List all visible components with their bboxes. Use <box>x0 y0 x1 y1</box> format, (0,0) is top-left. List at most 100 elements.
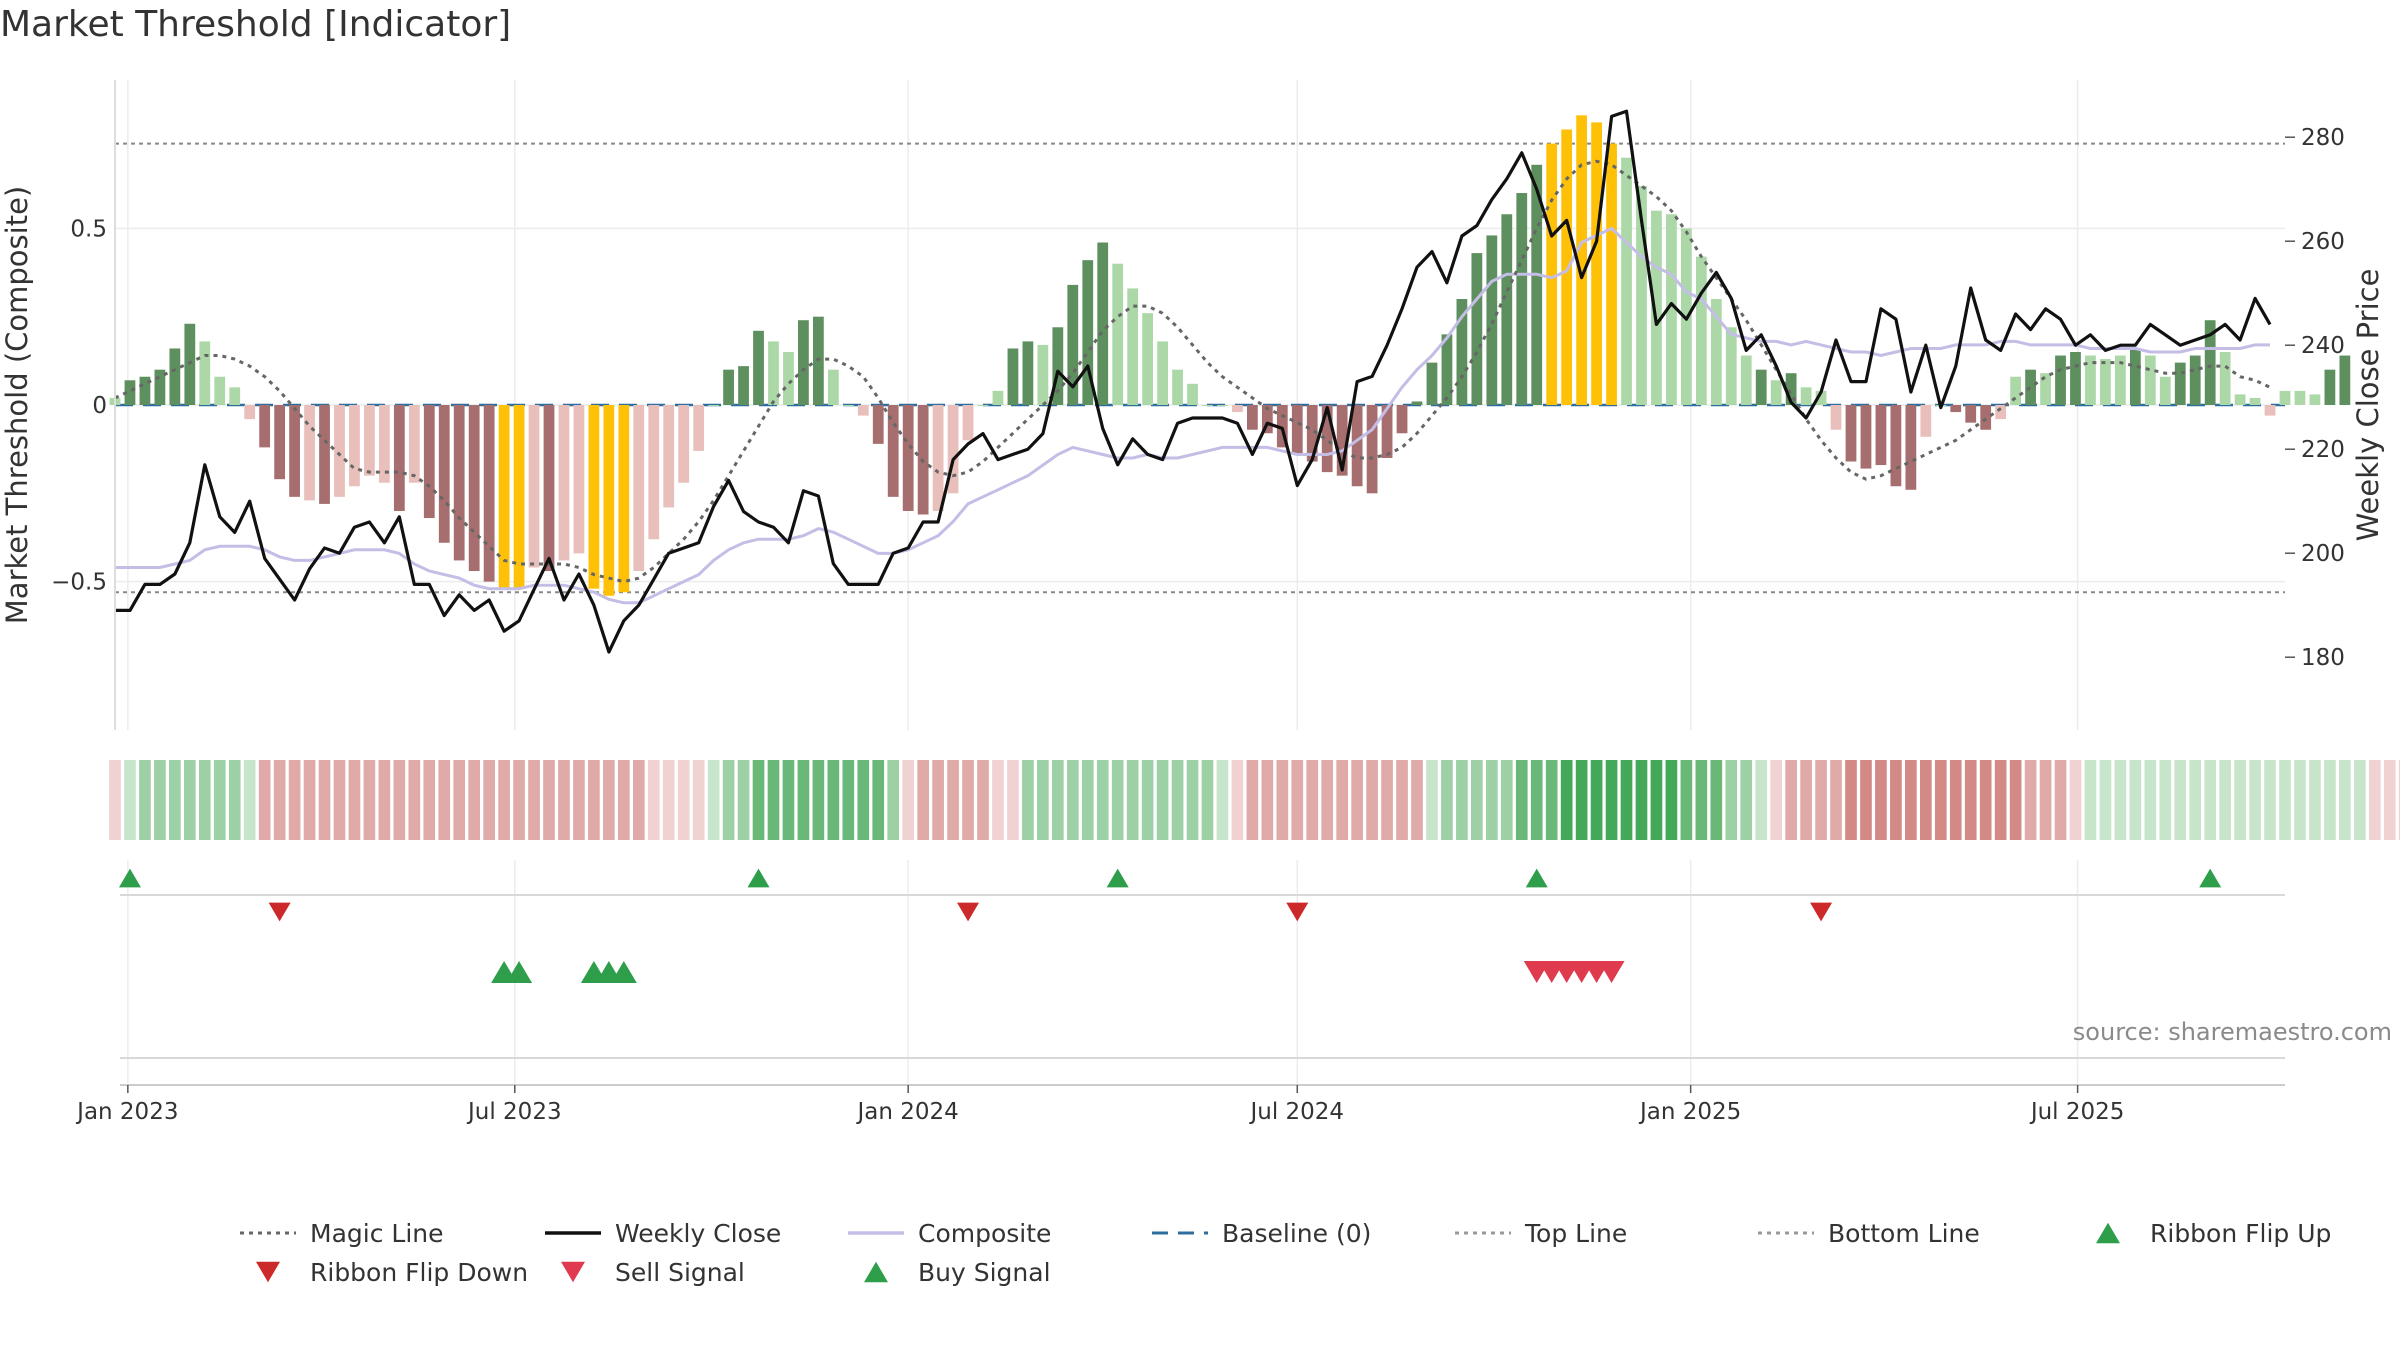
composite-bar <box>723 369 734 405</box>
composite-bar <box>573 405 585 554</box>
legend-item: Baseline (0) <box>1152 1219 1371 1248</box>
composite-bar <box>2219 352 2231 405</box>
legend-item: Magic Line <box>240 1219 444 1248</box>
ribbon-cell <box>2368 760 2381 840</box>
ribbon-cell <box>1186 760 1199 840</box>
composite-bar <box>1995 405 2007 420</box>
ribbon-cell <box>423 760 436 840</box>
composite-bar <box>139 376 151 405</box>
composite-bar <box>2025 369 2036 405</box>
ribbon-flip-up-marker <box>747 868 770 888</box>
ribbon-cell <box>498 760 510 840</box>
composite-bar <box>483 405 495 582</box>
ribbon-cell <box>1381 760 1393 840</box>
ribbon-cell <box>1994 760 2007 840</box>
ribbon-cell <box>1560 760 1573 840</box>
ribbon-cell <box>1111 760 1124 840</box>
composite-bar <box>962 405 974 441</box>
buy-signal-marker <box>506 960 533 984</box>
ribbon-cell <box>139 760 151 840</box>
ribbon-cell <box>303 760 316 840</box>
composite-bar <box>2100 359 2111 405</box>
composite-bar <box>2040 373 2051 405</box>
ribbon-cell <box>228 760 241 840</box>
ribbon-cell <box>752 760 765 840</box>
composite-bar <box>1621 157 1632 405</box>
composite-bar <box>2129 348 2141 405</box>
ribbon-cell <box>1096 760 1109 840</box>
composite-bar <box>453 405 465 561</box>
ribbon-cell <box>1291 760 1304 840</box>
ribbon-cell <box>1890 760 1902 840</box>
ribbon-cell <box>1949 760 1962 840</box>
composite-bar <box>1366 405 1378 494</box>
ribbon-cell <box>543 760 555 840</box>
composite-bar <box>1845 405 1857 462</box>
ribbon-cell <box>2189 760 2202 840</box>
composite-bar <box>393 405 405 511</box>
ribbon-cell <box>2144 760 2157 840</box>
composite-bar <box>1755 369 1767 405</box>
ribbon-cell <box>1680 760 1693 840</box>
composite-bar <box>2339 355 2351 405</box>
composite-bar <box>274 405 286 480</box>
ribbon-cell <box>513 760 525 840</box>
ribbon-cell <box>2234 760 2246 840</box>
composite-bar <box>1082 260 1094 405</box>
x-tick-label: Jan 2023 <box>75 1099 178 1125</box>
ribbon-strip <box>109 760 2400 840</box>
composite-bar <box>902 405 914 511</box>
composite-bar <box>1441 334 1453 405</box>
ribbon-cell <box>2174 760 2187 840</box>
ribbon-cell <box>1515 760 1528 840</box>
ribbon-cell <box>842 760 855 840</box>
ribbon-flip-down-marker <box>957 902 980 922</box>
composite-bar <box>1097 242 1109 405</box>
composite-bar <box>2144 355 2156 405</box>
ribbon-flip-down-marker <box>268 902 291 922</box>
ribbon-cell <box>1830 760 1842 840</box>
ribbon-cell <box>2219 760 2231 840</box>
ribbon-cell <box>2309 760 2321 840</box>
ribbon-cell <box>1022 760 1034 840</box>
composite-bar <box>798 320 809 405</box>
ribbon-cell <box>707 760 720 840</box>
composite-bar <box>214 376 226 405</box>
composite-bar <box>1232 405 1243 413</box>
legend-label: Bottom Line <box>1828 1219 1980 1248</box>
ribbon-cell <box>2249 760 2261 840</box>
composite-bar <box>1217 405 1228 406</box>
ribbon-cell <box>617 760 630 840</box>
composite-bar <box>693 405 705 451</box>
y-right-tick-label: 200 <box>2301 541 2345 567</box>
ribbon-cell <box>169 760 181 840</box>
ribbon-cell <box>1246 760 1259 840</box>
ribbon-cell <box>243 760 256 840</box>
composite-bar <box>977 405 989 406</box>
composite-bar <box>1740 355 1752 405</box>
legend-item: Ribbon Flip Down <box>256 1258 528 1287</box>
ribbon-cell <box>1276 760 1289 840</box>
composite-bar <box>2249 397 2261 405</box>
chart-title: Market Threshold [Indicator] <box>0 4 512 45</box>
composite-bar <box>1157 341 1168 405</box>
composite-bar <box>1785 373 1797 405</box>
ribbon-cell <box>632 760 645 840</box>
composite-bar <box>1546 143 1558 405</box>
composite-bar <box>1037 344 1049 405</box>
ribbon-cell <box>1456 760 1468 840</box>
composite-bar <box>768 341 779 405</box>
ribbon-cell <box>647 760 660 840</box>
ribbon-cell <box>1051 760 1064 840</box>
ribbon-cell <box>947 760 959 840</box>
composite-bar <box>1591 122 1602 406</box>
ribbon-cell <box>1231 760 1244 840</box>
ribbon-cell <box>2204 760 2217 840</box>
ribbon-cell <box>1411 760 1423 840</box>
ribbon-cell <box>872 760 885 840</box>
ribbon-cell <box>288 760 301 840</box>
composite-bar <box>2174 362 2186 405</box>
composite-bar <box>1456 299 1468 405</box>
legend-item: Ribbon Flip Up <box>2096 1219 2331 1248</box>
ribbon-cell <box>2114 760 2127 840</box>
